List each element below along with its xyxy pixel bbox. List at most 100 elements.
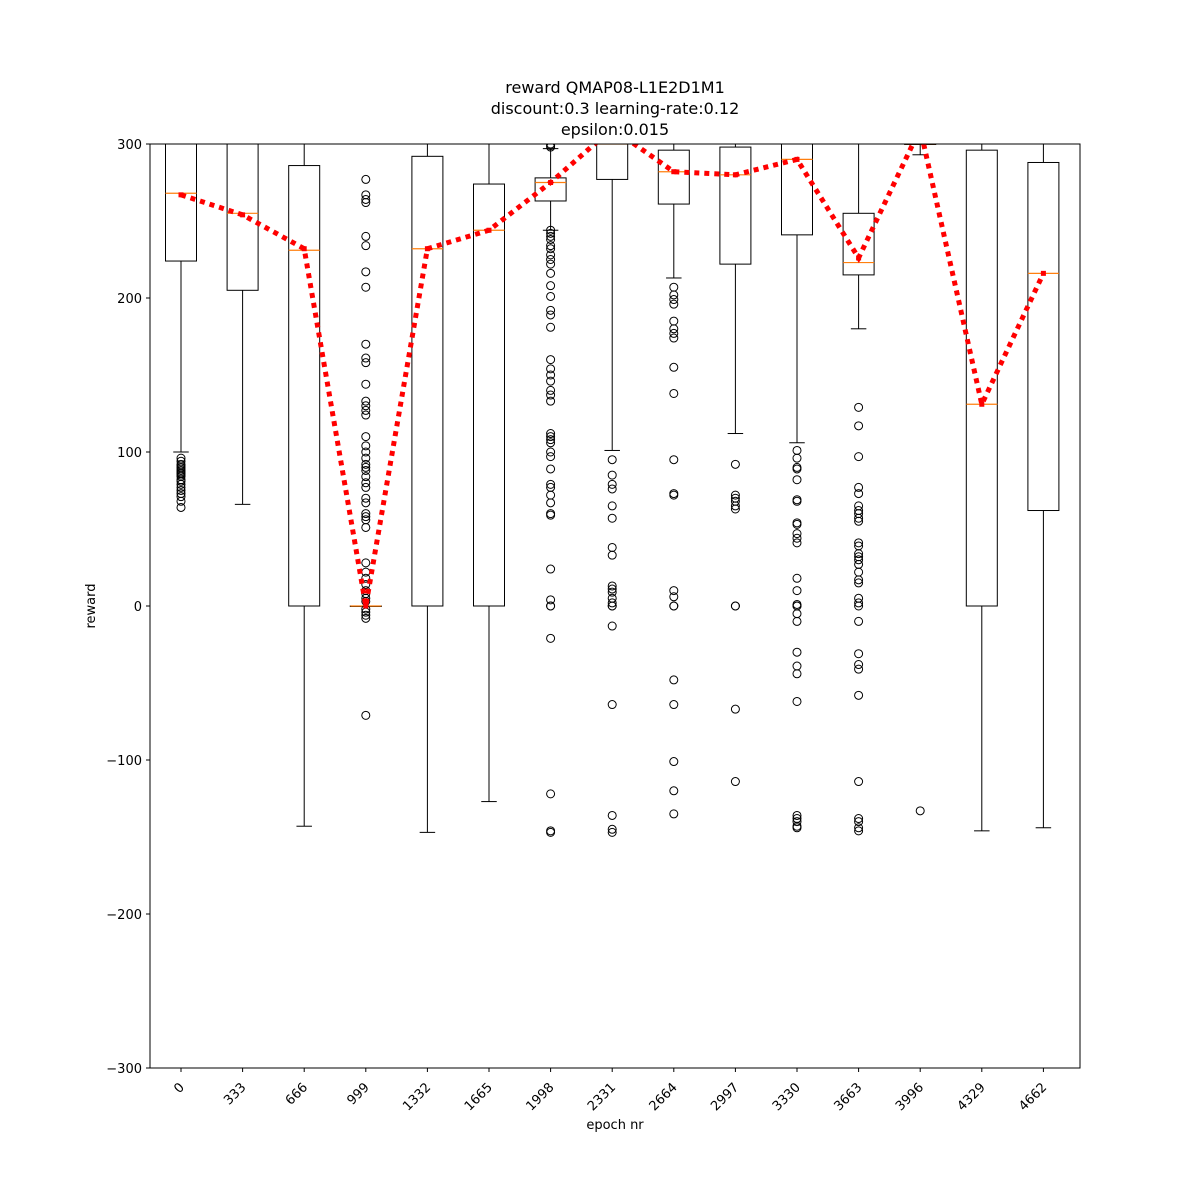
flier-point: [361, 558, 371, 568]
flier-point: [546, 305, 556, 315]
mean-point: [548, 180, 554, 185]
flier-point: [361, 613, 371, 623]
flier-point: [546, 385, 556, 395]
x-tick-label: 3330: [770, 1080, 804, 1114]
flier-point: [730, 490, 740, 500]
y-tick-label: −300: [106, 1062, 142, 1077]
flier-point: [361, 174, 371, 184]
box-body: [842, 212, 875, 276]
flier-point: [730, 459, 740, 469]
flier-point: [669, 282, 679, 292]
x-tick-label: 1665: [462, 1080, 496, 1114]
flier-point: [792, 496, 802, 506]
flier-point: [361, 405, 371, 415]
flier-point: [546, 789, 556, 799]
flier-point: [546, 291, 556, 301]
flier-point: [730, 504, 740, 514]
flier-point: [361, 241, 371, 251]
flier-point: [361, 396, 371, 406]
y-axis-label: reward: [84, 583, 99, 628]
flier-point: [854, 482, 864, 492]
flier-point: [546, 827, 556, 837]
flier-point: [792, 669, 802, 679]
flier-point: [607, 824, 617, 834]
flier-point: [361, 512, 371, 522]
flier-point: [546, 435, 556, 445]
x-tick-label: 1332: [400, 1080, 434, 1114]
flier-point: [546, 390, 556, 400]
flier-point: [792, 519, 802, 529]
flier-point: [607, 479, 617, 489]
flier-point: [792, 464, 802, 474]
y-tick-label: 0: [134, 600, 142, 615]
flier-point: [607, 601, 617, 611]
flier-point: [546, 244, 556, 254]
flier-point: [792, 573, 802, 583]
flier-point: [730, 704, 740, 714]
box-333: [226, 144, 259, 505]
flier-point: [607, 542, 617, 552]
flier-point: [607, 621, 617, 631]
box-body: [657, 149, 690, 205]
flier-point: [546, 464, 556, 474]
x-axis-label: epoch nr: [586, 1118, 644, 1133]
flier-point: [546, 310, 556, 320]
flier-point: [176, 492, 186, 502]
flier-point: [854, 452, 864, 462]
flier-point: [361, 379, 371, 389]
mean-point: [240, 212, 246, 218]
flier-point: [546, 255, 556, 264]
box-999: [349, 174, 382, 720]
box-2331: [596, 144, 629, 837]
flier-point: [854, 421, 864, 431]
flier-point: [854, 513, 864, 523]
flier-point: [361, 282, 371, 292]
box-body: [226, 144, 259, 291]
flier-point: [607, 587, 617, 597]
box-3330: [781, 144, 813, 833]
flier-point: [546, 452, 556, 462]
flier-point: [669, 675, 679, 685]
flier-point: [730, 777, 740, 787]
flier-point: [854, 817, 864, 827]
mean-point: [486, 227, 492, 233]
flier-point: [361, 339, 371, 349]
flier-point: [361, 198, 371, 208]
box-body: [719, 146, 752, 265]
flier-point: [854, 826, 864, 836]
flier-point: [546, 259, 556, 269]
flier-point: [607, 827, 617, 837]
flier-point: [915, 806, 925, 816]
flier-point: [854, 664, 864, 674]
flier-point: [361, 447, 371, 457]
flier-point: [607, 700, 617, 710]
flier-point: [792, 810, 802, 820]
box-body: [596, 144, 629, 180]
flier-point: [546, 510, 556, 520]
x-tick-label: 999: [344, 1080, 372, 1108]
flier-point: [176, 459, 186, 469]
x-tick-label: 2664: [647, 1080, 681, 1114]
flier-point: [361, 267, 371, 277]
flier-point: [361, 358, 371, 368]
flier-point: [361, 465, 371, 475]
flier-point: [361, 459, 371, 469]
flier-point: [546, 228, 556, 238]
flier-point: [730, 501, 740, 511]
box-body: [288, 165, 321, 607]
mean-point: [424, 246, 430, 252]
box-body: [781, 144, 813, 236]
flier-point: [669, 757, 679, 767]
box-2997: [719, 144, 752, 787]
mean-point: [671, 169, 677, 175]
flier-point: [669, 601, 679, 611]
flier-point: [546, 595, 556, 605]
flier-point: [361, 453, 371, 463]
flier-point: [607, 455, 617, 465]
flier-point: [546, 144, 556, 152]
flier-point: [669, 324, 679, 334]
flier-point: [854, 489, 864, 499]
x-tick-label: 2997: [708, 1080, 742, 1114]
flier-point: [546, 601, 556, 611]
